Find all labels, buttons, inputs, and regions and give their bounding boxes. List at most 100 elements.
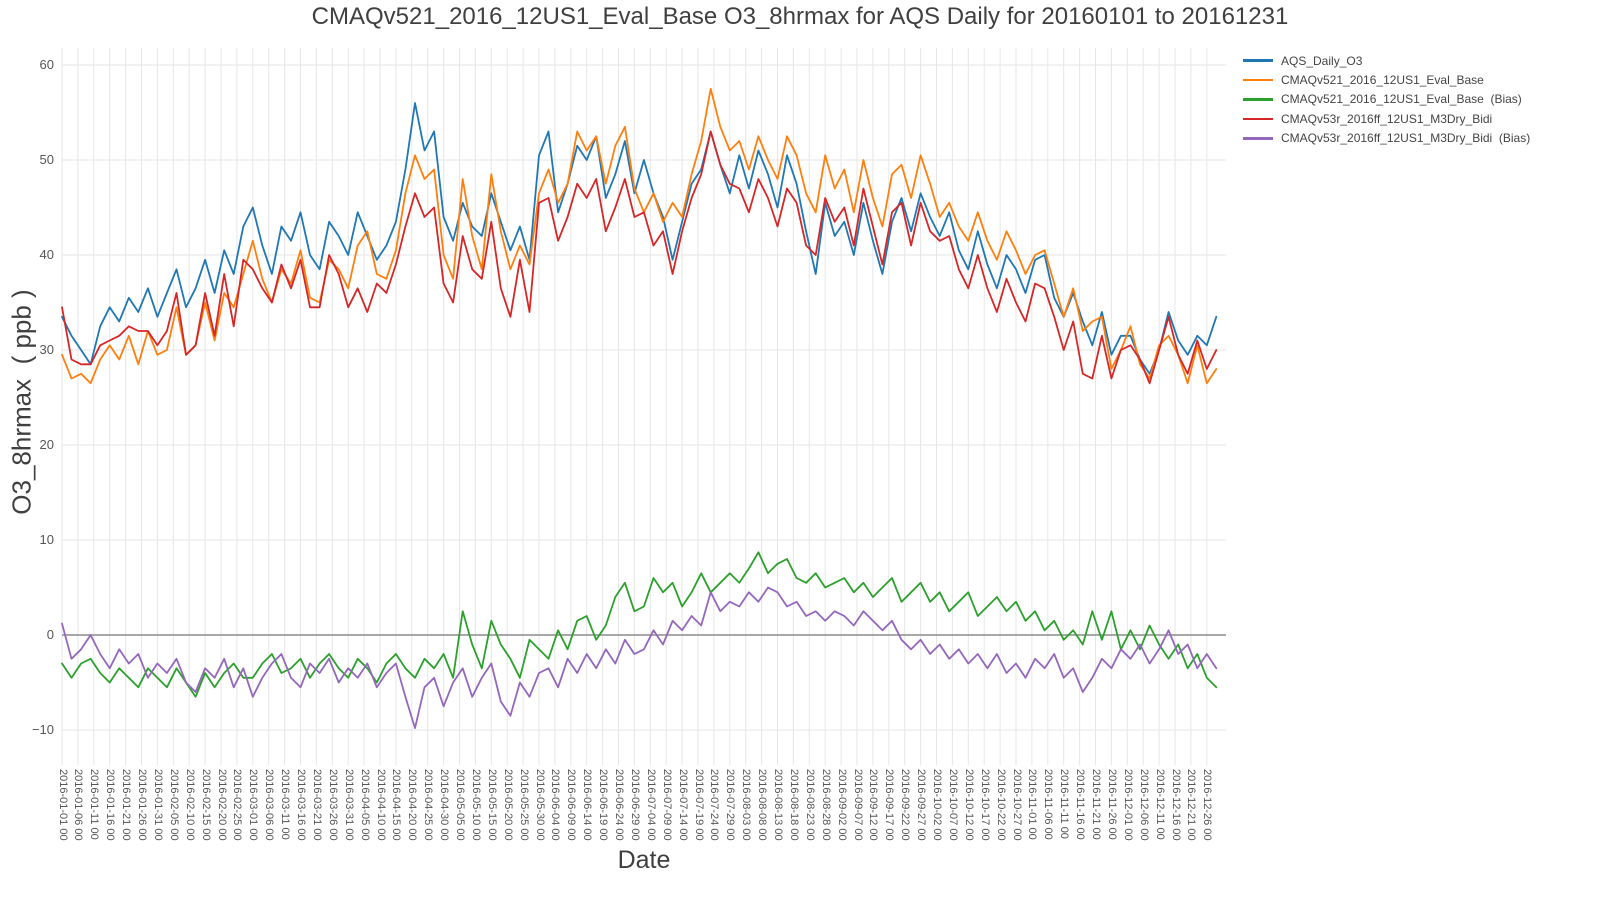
x-tick-label: 2016-06-29 00 [628, 769, 641, 841]
legend-label: CMAQv521_2016_12US1_Eval_Base (Bias) [1281, 92, 1522, 107]
y-tick-label: −10 [31, 722, 54, 737]
x-tick-label: 2016-01-21 00 [120, 769, 133, 841]
x-tick-label: 2016-01-01 00 [56, 769, 69, 841]
x-tick-label: 2016-11-26 00 [1105, 769, 1118, 840]
x-tick-label: 2016-03-26 00 [326, 769, 339, 841]
legend-item-1[interactable]: CMAQv521_2016_12US1_Eval_Base [1243, 70, 1530, 89]
x-tick-label: 2016-07-04 00 [644, 769, 657, 841]
x-tick-label: 2016-06-14 00 [581, 769, 594, 841]
x-tick-label: 2016-06-24 00 [613, 769, 625, 841]
legend-line-swatch [1243, 78, 1273, 82]
x-tick-label: 2016-09-27 00 [915, 769, 928, 841]
x-tick-label: 2016-11-01 00 [1026, 769, 1039, 840]
x-tick-label: 2016-07-09 00 [660, 769, 673, 841]
y-axis-title: O3_8hrmax ( ppb ) [6, 289, 37, 515]
x-tick-label: 2016-04-30 00 [438, 769, 451, 841]
x-tick-label: 2016-10-02 00 [931, 769, 943, 841]
x-tick-label: 2016-01-06 00 [72, 769, 85, 841]
x-tick-label: 2016-03-11 00 [279, 769, 292, 840]
x-tick-label: 2016-10-27 00 [1010, 769, 1023, 841]
x-tick-label: 2016-10-07 00 [946, 769, 959, 841]
x-tick-label: 2016-10-22 00 [994, 769, 1007, 841]
series-line-0 [61, 102, 1218, 375]
x-tick-label: 2016-08-08 00 [756, 769, 769, 841]
x-tick-label: 2016-07-19 00 [692, 769, 705, 841]
x-tick-label: 2016-07-24 00 [708, 769, 721, 841]
x-tick-label: 2016-07-14 00 [676, 769, 689, 841]
legend-line-swatch [1243, 137, 1273, 140]
legend-label: CMAQv521_2016_12US1_Eval_Base [1281, 73, 1484, 88]
legend-line-swatch [1243, 59, 1273, 62]
x-tick-label: 2016-09-02 00 [835, 769, 848, 841]
x-tick-label: 2016-08-23 00 [803, 769, 816, 841]
x-tick-label: 2016-02-10 00 [183, 769, 196, 841]
x-tick-label: 2016-12-01 00 [1121, 769, 1134, 841]
x-tick-label: 2016-02-20 00 [215, 769, 228, 841]
x-tick-label: 2016-11-06 00 [1042, 769, 1055, 840]
x-tick-label: 2016-11-21 00 [1090, 769, 1102, 840]
series-line-2 [61, 551, 1218, 698]
plot-area[interactable] [62, 48, 1226, 765]
legend-item-4[interactable]: CMAQv53r_2016ff_12US1_M3Dry_Bidi (Bias) [1243, 129, 1530, 148]
x-tick-label: 2016-07-29 00 [724, 769, 737, 841]
x-axis-title: Date [617, 846, 671, 874]
x-tick-label: 2016-05-05 00 [454, 769, 466, 841]
series-line-4 [61, 586, 1218, 729]
x-tick-label: 2016-12-21 00 [1185, 769, 1198, 841]
x-tick-label: 2016-12-16 00 [1169, 769, 1182, 841]
x-tick-label: 2016-08-13 00 [772, 769, 784, 841]
y-tick-label: 20 [39, 437, 54, 452]
x-tick-label: 2016-06-04 00 [549, 769, 562, 841]
x-tick-label: 2016-03-06 00 [263, 769, 276, 841]
x-tick-label: 2016-08-03 00 [740, 769, 753, 841]
y-tick-label: 40 [39, 247, 54, 262]
x-tick-label: 2016-06-09 00 [565, 769, 578, 841]
x-tick-label: 2016-02-25 00 [231, 769, 244, 841]
y-tick-label: 30 [39, 342, 54, 357]
x-tick-label: 2016-04-10 00 [374, 769, 387, 841]
x-tick-label: 2016-05-10 00 [469, 769, 482, 841]
x-tick-label: 2016-02-05 00 [167, 769, 180, 841]
x-tick-label: 2016-12-11 00 [1153, 769, 1166, 840]
x-tick-label: 2016-01-26 00 [136, 769, 148, 841]
x-tick-label: 2016-02-15 00 [199, 769, 212, 841]
chart-title: CMAQv521_2016_12US1_Eval_Base O3_8hrmax … [311, 3, 1289, 30]
x-tick-label: 2016-11-16 00 [1074, 769, 1087, 840]
legend-item-2[interactable]: CMAQv521_2016_12US1_Eval_Base (Bias) [1243, 90, 1530, 109]
x-tick-label: 2016-09-17 00 [883, 769, 896, 841]
x-tick-label: 2016-05-25 00 [517, 769, 530, 841]
x-tick-label: 2016-12-06 00 [1137, 769, 1150, 841]
x-tick-label: 2016-04-05 00 [358, 769, 371, 841]
x-tick-label: 2016-01-11 00 [88, 769, 101, 840]
x-tick-label: 2016-05-15 00 [485, 769, 498, 841]
y-tick-label: 50 [39, 152, 54, 167]
x-tick-label: 2016-06-19 00 [597, 769, 610, 841]
x-tick-label: 2016-10-17 00 [978, 769, 991, 841]
x-tick-label: 2016-01-31 00 [151, 769, 164, 841]
x-tick-label: 2016-03-16 00 [295, 769, 307, 841]
y-tick-label: 60 [39, 57, 54, 72]
x-tick-label: 2016-12-26 00 [1201, 769, 1214, 841]
x-tick-label: 2016-08-18 00 [787, 769, 800, 841]
series-line-1 [61, 87, 1218, 385]
legend-item-3[interactable]: CMAQv53r_2016ff_12US1_M3Dry_Bidi [1243, 109, 1530, 128]
legend-line-swatch [1243, 98, 1273, 101]
x-tick-label: 2016-04-20 00 [406, 769, 419, 841]
x-tick-label: 2016-03-01 00 [247, 769, 260, 841]
legend-label: AQS_Daily_O3 [1281, 53, 1363, 68]
x-tick-label: 2016-09-07 00 [851, 769, 864, 841]
x-tick-label: 2016-01-16 00 [104, 769, 117, 841]
x-tick-label: 2016-05-20 00 [501, 769, 514, 841]
x-tick-label: 2016-09-22 00 [899, 769, 912, 841]
x-tick-label: 2016-09-12 00 [867, 769, 880, 841]
series-line-3 [61, 130, 1218, 385]
legend-item-0[interactable]: AQS_Daily_O3 [1243, 51, 1530, 70]
legend-label: CMAQv53r_2016ff_12US1_M3Dry_Bidi (Bias) [1281, 131, 1531, 146]
y-tick-label: 10 [39, 532, 54, 547]
legend-line-swatch [1243, 117, 1273, 121]
legend-label: CMAQv53r_2016ff_12US1_M3Dry_Bidi [1281, 111, 1493, 126]
x-tick-label: 2016-08-28 00 [819, 769, 832, 841]
legend: AQS_Daily_O3 CMAQv521_2016_12US1_Eval_Bas… [1243, 51, 1530, 148]
x-tick-label: 2016-03-31 00 [342, 769, 355, 841]
